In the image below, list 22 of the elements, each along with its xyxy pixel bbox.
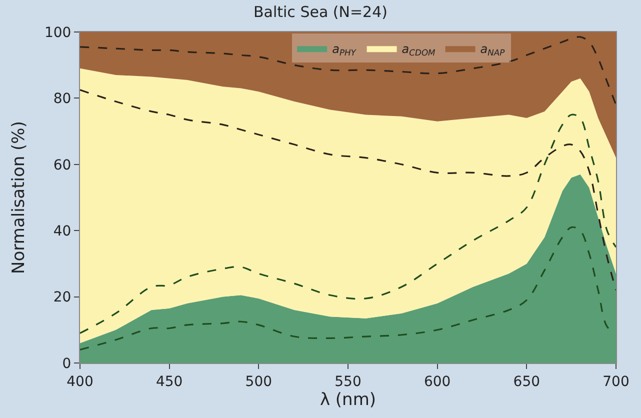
line-series [80, 114, 616, 334]
y-tick-label: 0 [62, 356, 72, 372]
chart-title: Baltic Sea (N=24) [253, 2, 388, 21]
x-tick-label: 700 [602, 374, 630, 390]
legend-label: a$_{NAP}$ [480, 42, 506, 58]
x-axis-title: λ (nm) [320, 390, 376, 410]
line-series [80, 36, 616, 106]
x-tick-label: 550 [334, 374, 362, 390]
x-tick-label: 600 [424, 374, 451, 390]
y-axis-title: Normalisation (%) [9, 121, 30, 274]
x-tick-label: 450 [156, 374, 183, 390]
x-tick-label: 500 [245, 374, 272, 390]
y-tick-label: 60 [53, 157, 72, 174]
y-tick-label: 80 [53, 91, 72, 108]
line-series [80, 89, 616, 291]
legend-label: a$_{CDOM}$ [402, 42, 436, 58]
y-tick-label: 20 [53, 290, 72, 306]
x-tick-label: 650 [513, 374, 540, 390]
y-tick-label: 40 [53, 224, 72, 240]
y-tick-label: 100 [44, 24, 72, 41]
x-tick-label: 400 [66, 374, 94, 390]
legend-label: a$_{PHY}$ [332, 42, 357, 58]
